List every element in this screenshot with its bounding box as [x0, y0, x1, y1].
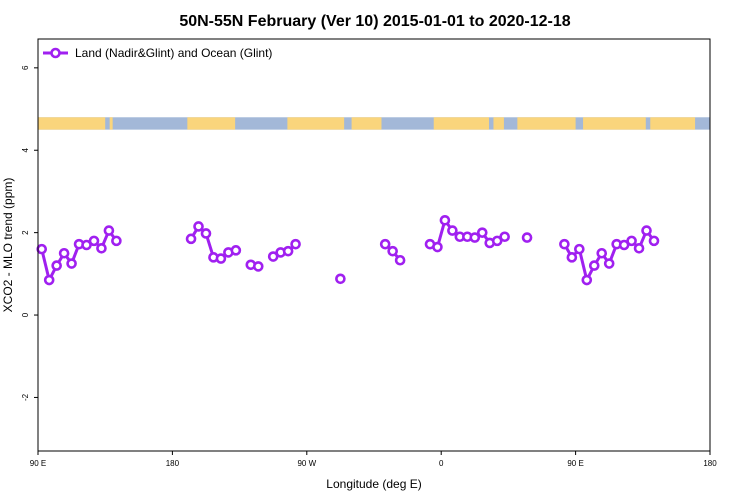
land-band-segment [187, 117, 236, 130]
data-point [282, 245, 294, 257]
data-point [439, 214, 451, 226]
data-point [641, 225, 652, 236]
data-point [469, 232, 481, 243]
legend: Land (Nadir&Glint) and Ocean (Glint) [43, 46, 272, 60]
land-band-segment [433, 117, 489, 130]
series-layer [36, 214, 660, 286]
x-tick-label: 90 E [30, 459, 46, 468]
land-band-segment [517, 117, 576, 130]
land-ocean-band [38, 117, 710, 130]
y-axis-label: XCO2 - MLO trend (ppm) [1, 178, 15, 313]
data-point [193, 221, 204, 232]
x-tick-label: 180 [166, 459, 180, 468]
y-axis-ticks: -2 0 2 4 6 [21, 65, 38, 401]
data-point [499, 231, 510, 243]
data-point [574, 243, 585, 255]
data-point [387, 245, 398, 257]
data-point [185, 233, 197, 245]
data-point [603, 258, 615, 269]
data-point [267, 251, 279, 262]
y-tick-label: 4 [21, 147, 30, 152]
data-point [633, 242, 645, 254]
land-band-segment [583, 117, 646, 130]
x-tick-label: 180 [703, 459, 717, 468]
y-tick-label: -2 [21, 393, 30, 401]
data-point [559, 238, 570, 250]
x-tick-label: 0 [439, 459, 444, 468]
data-point [588, 260, 600, 271]
data-point [200, 228, 212, 239]
data-point [432, 241, 443, 253]
data-point [96, 242, 107, 254]
data-point [447, 225, 458, 236]
data-point [81, 239, 92, 251]
land-band-segment [287, 117, 345, 130]
x-axis-ticks: 90 E 180 90 W 0 90 E 180 [30, 451, 717, 468]
land-band-segment [109, 117, 113, 130]
data-point [476, 227, 488, 238]
data-point [88, 235, 100, 247]
data-point [230, 245, 242, 256]
data-point [581, 274, 593, 286]
land-band-segment [650, 117, 696, 130]
data-point [335, 273, 346, 285]
legend-label: Land (Nadir&Glint) and Ocean (Glint) [75, 46, 272, 60]
data-point [521, 232, 533, 243]
y-tick-label: 0 [21, 312, 30, 317]
data-point [215, 253, 227, 264]
land-band-segment [38, 117, 106, 130]
data-point [252, 261, 264, 272]
chart-title: 50N-55N February (Ver 10) 2015-01-01 to … [179, 13, 570, 30]
data-point [103, 225, 115, 236]
data-point [394, 254, 406, 266]
data-point [596, 247, 608, 259]
land-band-segment [351, 117, 382, 130]
data-point [290, 238, 301, 250]
data-point [618, 239, 630, 251]
legend-marker [50, 47, 61, 59]
x-tick-label: 90 W [297, 459, 316, 468]
data-point [51, 260, 62, 271]
data-point [36, 243, 48, 255]
data-point [379, 238, 391, 250]
y-tick-label: 6 [21, 65, 30, 70]
y-tick-label: 2 [21, 230, 30, 235]
data-point [626, 235, 637, 247]
data-point [58, 247, 70, 259]
data-point [491, 235, 503, 247]
plot-frame [37, 38, 711, 452]
data-point [66, 258, 77, 269]
data-point [43, 274, 55, 286]
data-point [648, 235, 660, 247]
data-point [111, 235, 122, 247]
data-point [566, 252, 578, 263]
x-axis-label: Longitude (deg E) [326, 477, 421, 491]
x-tick-label: 90 E [567, 459, 583, 468]
land-band-segment [493, 117, 504, 130]
